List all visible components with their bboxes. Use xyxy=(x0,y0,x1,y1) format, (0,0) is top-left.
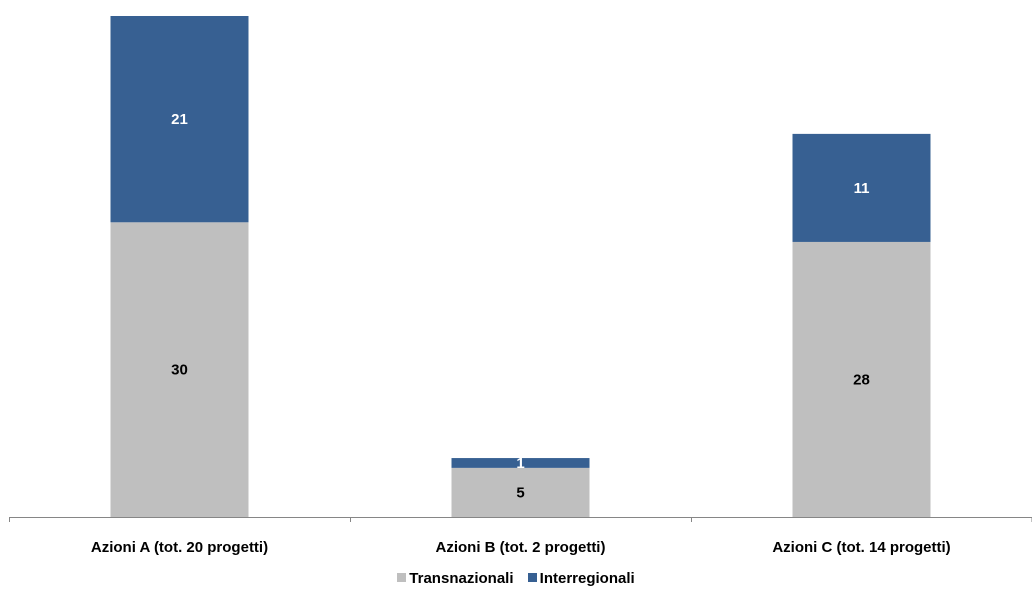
legend-swatch-transnazionali xyxy=(397,573,407,583)
data-label-interregionali-2: 1 xyxy=(516,455,524,472)
category-label-3: Azioni C (tot. 14 progetti) xyxy=(772,539,950,556)
legend-label-interregionali: Interregionali xyxy=(539,569,635,587)
legend-item-transnazionali: Transnazionali xyxy=(397,569,514,587)
legend-label-transnazionali: Transnazionali xyxy=(409,569,514,587)
bar-transnazionali-3 xyxy=(792,241,931,518)
data-label-transnazionali-1: 30 xyxy=(171,362,188,379)
bars-group: 30 21 5 1 28 11 xyxy=(110,16,931,518)
category-labels: Azioni A (tot. 20 progetti) Azioni B (tot… xyxy=(91,539,951,556)
bar-interregionali-2 xyxy=(451,458,590,468)
legend-item-interregionali: Interregionali xyxy=(527,569,635,587)
bar-interregionali-1 xyxy=(110,16,249,223)
bar-transnazionali-2 xyxy=(451,467,590,517)
x-axis xyxy=(9,517,1032,522)
bar-interregionali-3 xyxy=(792,133,931,242)
data-label-transnazionali-2: 5 xyxy=(516,484,524,501)
category-label-1: Azioni A (tot. 20 progetti) xyxy=(91,539,268,556)
bar-transnazionali-1 xyxy=(110,222,249,517)
data-label-interregionali-3: 11 xyxy=(854,180,870,197)
legend-swatch-interregionali xyxy=(527,573,537,583)
legend: Transnazionali Interregionali xyxy=(0,569,1032,587)
category-label-2: Azioni B (tot. 2 progetti) xyxy=(436,539,606,556)
data-label-transnazionali-3: 28 xyxy=(853,371,870,388)
data-label-interregionali-1: 21 xyxy=(171,111,188,128)
